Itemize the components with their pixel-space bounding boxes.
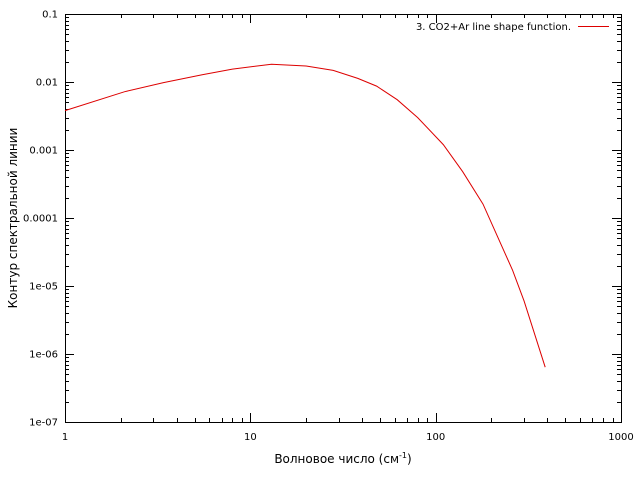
legend-series-label: 3. CO2+Ar line shape function. — [416, 22, 571, 33]
x-axis-label-text: Волновое число (см — [274, 452, 399, 466]
series-line — [64, 63, 546, 368]
y-tick-label: 0.001 — [29, 146, 58, 157]
series-layer — [64, 63, 546, 368]
plot-frame — [65, 14, 622, 423]
y-tick-label: 0.1 — [42, 10, 58, 21]
y-tick-label: 0.0001 — [23, 214, 58, 225]
x-axis-label-close: ) — [407, 452, 412, 466]
y-tick-label: 0.01 — [36, 78, 58, 89]
x-tick-label: 100 — [426, 432, 445, 443]
axis-tick-labels: 1 10 100 1000 1e-07 1e-06 1e-05 0.0001 0.001 0.01… — [23, 10, 634, 444]
y-tick-label: 1e-06 — [29, 350, 58, 361]
x-tick-label: 1 — [62, 432, 68, 443]
y-tick-label: 1e-07 — [29, 418, 58, 429]
y-axis-label: Контур спектральной линии — [6, 128, 20, 309]
axis-ticks — [65, 14, 621, 423]
x-tick-label: 1000 — [608, 432, 633, 443]
y-tick-label: 1e-05 — [29, 282, 58, 293]
x-axis-label: Волновое число (см-1) — [274, 451, 411, 466]
x-axis-label-superscript: -1 — [399, 451, 407, 460]
legend: 3. CO2+Ar line shape function. — [416, 22, 609, 33]
x-tick-label: 10 — [244, 432, 257, 443]
